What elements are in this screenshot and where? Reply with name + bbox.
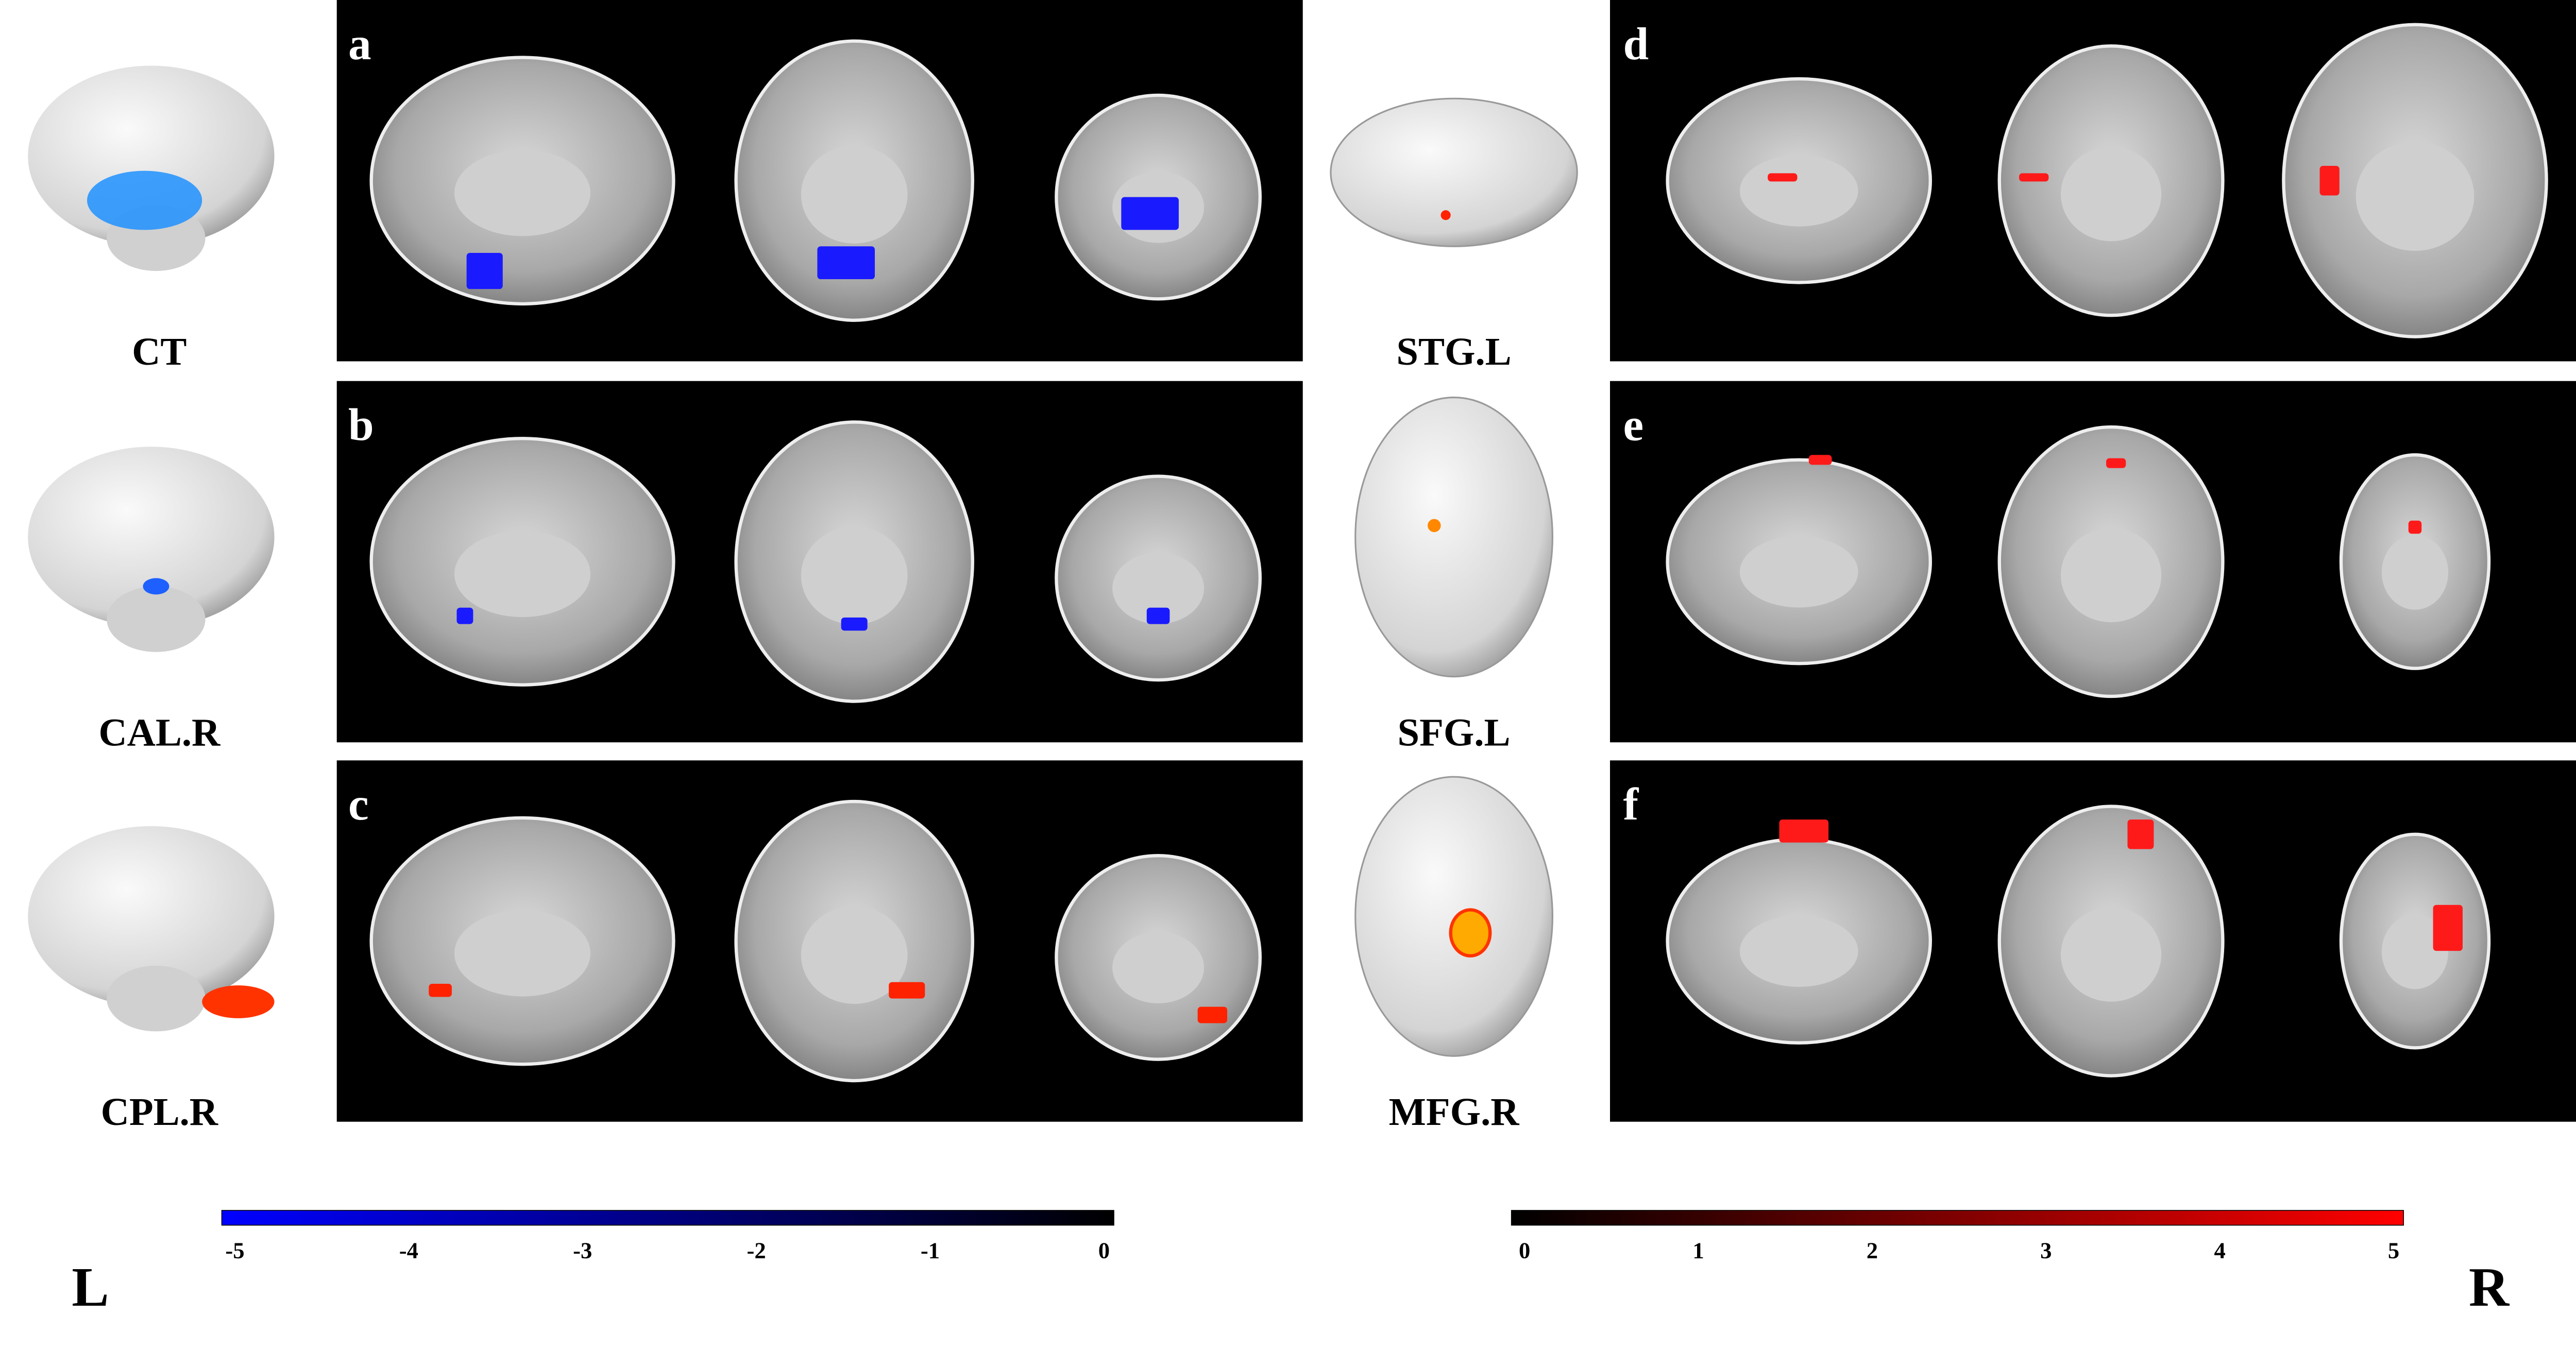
cerebellum-model [28,826,275,1007]
activation-cluster [1779,819,1829,843]
brain-core [1112,932,1205,1003]
activation-cluster [466,253,503,289]
colorbar-tick-label: 0 [1098,1237,1110,1263]
cerebellum-model [28,447,275,628]
panel-letter: a [348,19,371,70]
brain-core [2061,528,2162,623]
activation-cluster [817,246,875,280]
activation-cluster [1808,455,1832,465]
activation-cluster [2106,458,2126,468]
brain-core [1739,536,1858,608]
brain-core [801,145,908,244]
colorbar-tick-label: 0 [1519,1237,1530,1263]
colorbar-tick-label: -1 [921,1237,940,1263]
activation-cluster [1146,607,1170,624]
colorbar-tick-label: -5 [225,1237,244,1263]
activation-cluster [2127,819,2154,849]
colorbar [1511,1210,2404,1226]
region-label: STG.L [1396,330,1511,373]
side-label: L [72,1256,109,1318]
colorbar-tick-label: 4 [2214,1237,2226,1263]
activation-cluster [456,607,473,624]
region-label: MFG.R [1389,1090,1520,1134]
activation-cluster [429,983,452,997]
panel-letter: e [1623,400,1644,451]
brain-core [2061,907,2162,1002]
brain-core [2381,914,2449,989]
activation-cluster [2319,166,2340,196]
brainstem-model [107,586,206,652]
activation-cluster [2019,173,2049,182]
brain-core [2061,147,2162,242]
region-label: CPL.R [101,1090,218,1134]
colorbar-tick-label: 1 [1692,1237,1704,1263]
brain-core [454,149,591,236]
brain-core [2355,142,2475,251]
brain-core [454,531,591,618]
colorbar-tick-label: -3 [573,1237,592,1263]
colorbar [221,1210,1114,1226]
panel-letter: d [1623,19,1649,70]
cerebellum-cluster [143,578,170,595]
surface-cluster [1428,519,1441,533]
surface-cluster [1440,210,1451,220]
colorbar-tick-label: 2 [1867,1237,1878,1263]
panel-letter: c [348,779,369,830]
brain-core [801,526,908,625]
cortex-surface [1354,397,1553,678]
brain-core [1739,155,1858,227]
activation-cluster [2408,520,2422,534]
colorbar-tick-label: -2 [747,1237,766,1263]
brainstem-model [107,965,206,1032]
colorbar-tick-label: -4 [399,1237,418,1263]
activation-cluster [841,617,868,631]
panel-letter: b [348,400,374,451]
colorbar-tick-label: 5 [2388,1237,2399,1263]
side-label: R [2469,1256,2510,1318]
cerebellum-cluster [87,170,202,230]
brain-core [801,906,908,1004]
activation-cluster [1197,1006,1228,1023]
brain-core [454,910,591,997]
activation-cluster [2433,904,2463,951]
surface-cluster [1449,908,1492,958]
brain-core [1112,552,1205,624]
activation-cluster [1768,173,1798,182]
panel-letter: f [1623,779,1639,830]
cortex-surface [1354,776,1553,1057]
brain-core [2381,535,2449,610]
cortex-surface [1330,97,1578,247]
cerebellum-cluster [202,985,275,1018]
activation-cluster [889,982,925,999]
region-label: CAL.R [98,711,221,755]
colorbar-tick-label: 3 [2040,1237,2052,1263]
brain-core [1739,915,1858,987]
activation-cluster [1121,197,1179,230]
region-label: CT [132,330,187,373]
region-label: SFG.L [1398,711,1511,755]
